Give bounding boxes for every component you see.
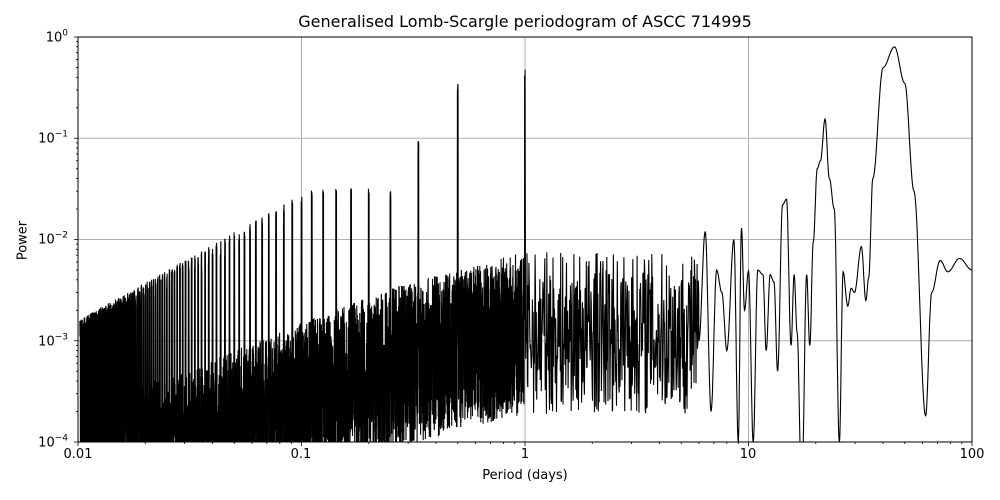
x-tick-label: 0.01 [63, 447, 93, 462]
periodogram-line [79, 46, 972, 442]
y-tick-label: 10−1 [38, 129, 68, 147]
x-tick-label: 1 [520, 447, 530, 462]
y-axis-label: Power [15, 220, 31, 261]
chart-title: Generalised Lomb-Scargle periodogram of … [298, 12, 752, 31]
plot-frame [77, 36, 973, 443]
x-tick-label: 100 [959, 447, 985, 462]
y-tick-label: 100 [45, 28, 68, 46]
y-tick-label: 10−4 [38, 433, 68, 451]
y-tick-label: 10−3 [38, 332, 68, 350]
x-axis-label: Period (days) [482, 468, 568, 483]
x-tick-label: 10 [739, 447, 757, 462]
y-tick-label: 10−2 [38, 230, 68, 248]
x-tick-label: 0.1 [290, 447, 312, 462]
